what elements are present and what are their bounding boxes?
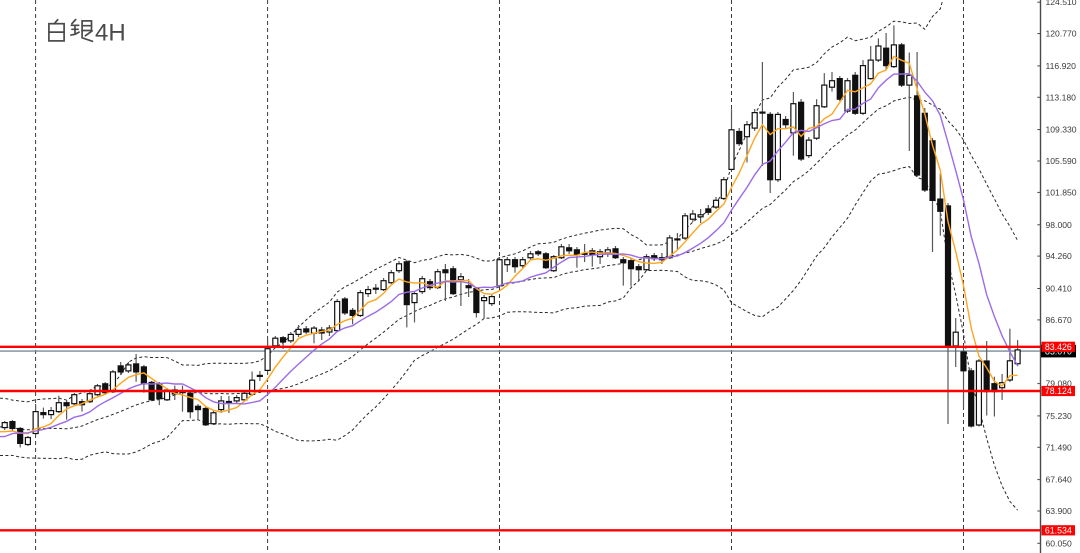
svg-text:94.260: 94.260: [1046, 251, 1073, 261]
svg-text:4H: 4H: [95, 20, 126, 47]
svg-text:86.670: 86.670: [1046, 315, 1073, 325]
svg-text:109.330: 109.330: [1046, 125, 1077, 135]
svg-text:105.590: 105.590: [1046, 156, 1077, 166]
svg-text:113.180: 113.180: [1046, 92, 1077, 102]
svg-text:71.490: 71.490: [1046, 442, 1073, 452]
svg-text:83.426: 83.426: [1045, 342, 1072, 352]
svg-text:79.080: 79.080: [1046, 379, 1073, 389]
svg-text:120.770: 120.770: [1046, 29, 1077, 39]
svg-text:124.510: 124.510: [1046, 0, 1077, 7]
svg-text:101.850: 101.850: [1046, 187, 1077, 197]
svg-text:67.640: 67.640: [1046, 475, 1073, 485]
svg-text:78.124: 78.124: [1045, 386, 1072, 396]
svg-text:98.000: 98.000: [1046, 220, 1073, 230]
svg-text:60.050: 60.050: [1046, 538, 1073, 548]
svg-text:63.900: 63.900: [1046, 506, 1073, 516]
svg-text:61.534: 61.534: [1045, 525, 1072, 535]
svg-text:116.920: 116.920: [1046, 61, 1077, 71]
svg-text:90.410: 90.410: [1046, 284, 1073, 294]
svg-text:75.230: 75.230: [1046, 411, 1073, 421]
